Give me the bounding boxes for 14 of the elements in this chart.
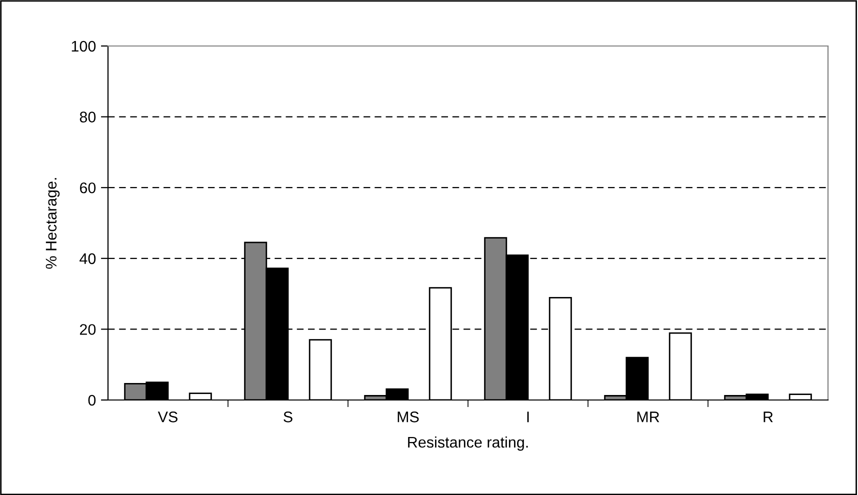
y-tick-label: 20 (80, 324, 96, 335)
x-tick-label: MR (637, 412, 660, 422)
y-axis-title: % Hectarage. (46, 178, 60, 269)
x-tick-label: S (284, 412, 292, 422)
x-tick-label: I (527, 412, 529, 422)
y-tick-label: 60 (80, 182, 96, 194)
x-tick-label: VS (158, 412, 178, 422)
y-tick-label: 0 (88, 394, 96, 406)
x-tick-label: R (764, 412, 773, 422)
y-tick-label: 80 (80, 112, 96, 122)
y-tick-label: 100 (72, 40, 96, 52)
y-tick-label: 40 (80, 253, 96, 264)
x-axis-title: Resistance rating. (408, 436, 528, 451)
x-tick-label: MS (398, 412, 419, 422)
